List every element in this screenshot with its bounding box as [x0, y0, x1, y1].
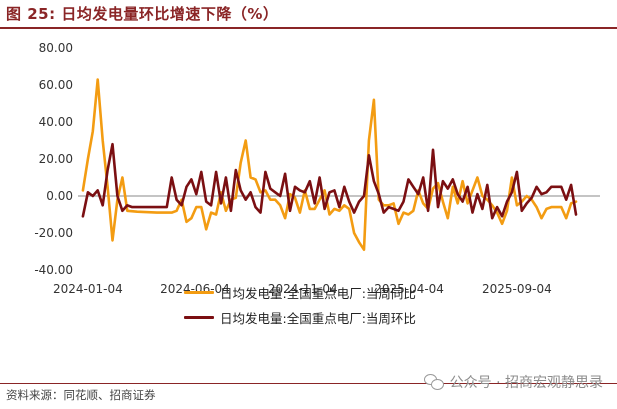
legend-item-yoy: 日均发电量:全国重点电厂:当周同比 — [184, 283, 416, 302]
watermark-text: 公众号 · 招商宏观静思录 — [449, 375, 603, 391]
footer-divider — [0, 383, 617, 384]
y-tick-label: 20.00 — [39, 152, 73, 166]
line-chart: -40.00 -20.00 0.00 20.00 40.00 60.00 80.00 2024… — [34, 41, 600, 296]
wechat-icon — [423, 374, 444, 390]
legend-swatch-yoy — [184, 291, 214, 294]
x-tick-label: 2024-01-04 — [53, 282, 123, 296]
title-divider — [0, 27, 617, 29]
legend-item-wow: 日均发电量:全国重点电厂:当周环比 — [184, 308, 416, 327]
series-line-yoy — [81, 78, 578, 251]
y-tick-label: 40.00 — [39, 115, 73, 129]
x-tick-label: 2025-04-04 — [374, 282, 444, 296]
y-tick-label: 80.00 — [39, 41, 73, 55]
chart-title: 图 25: 日均发电量环比增速下降（%） — [6, 5, 279, 23]
x-tick-label: 2025-09-04 — [482, 282, 552, 296]
legend-label-yoy: 日均发电量:全国重点电厂:当周同比 — [220, 286, 416, 301]
y-tick-label: 0.00 — [46, 189, 73, 203]
legend-swatch-wow — [184, 316, 214, 319]
x-tick-label: 2024-11-04 — [268, 282, 338, 296]
y-tick-label: -40.00 — [34, 263, 73, 277]
y-tick-label: -20.00 — [34, 226, 73, 240]
y-tick-label: 60.00 — [39, 78, 73, 92]
watermark: 公众号 · 招商宏观静思录 — [423, 372, 603, 392]
series-line-wow — [81, 142, 578, 220]
legend-label-wow: 日均发电量:全国重点电厂:当周环比 — [220, 311, 416, 326]
source-note: 资料来源：同花顺、招商证券 — [6, 388, 156, 402]
